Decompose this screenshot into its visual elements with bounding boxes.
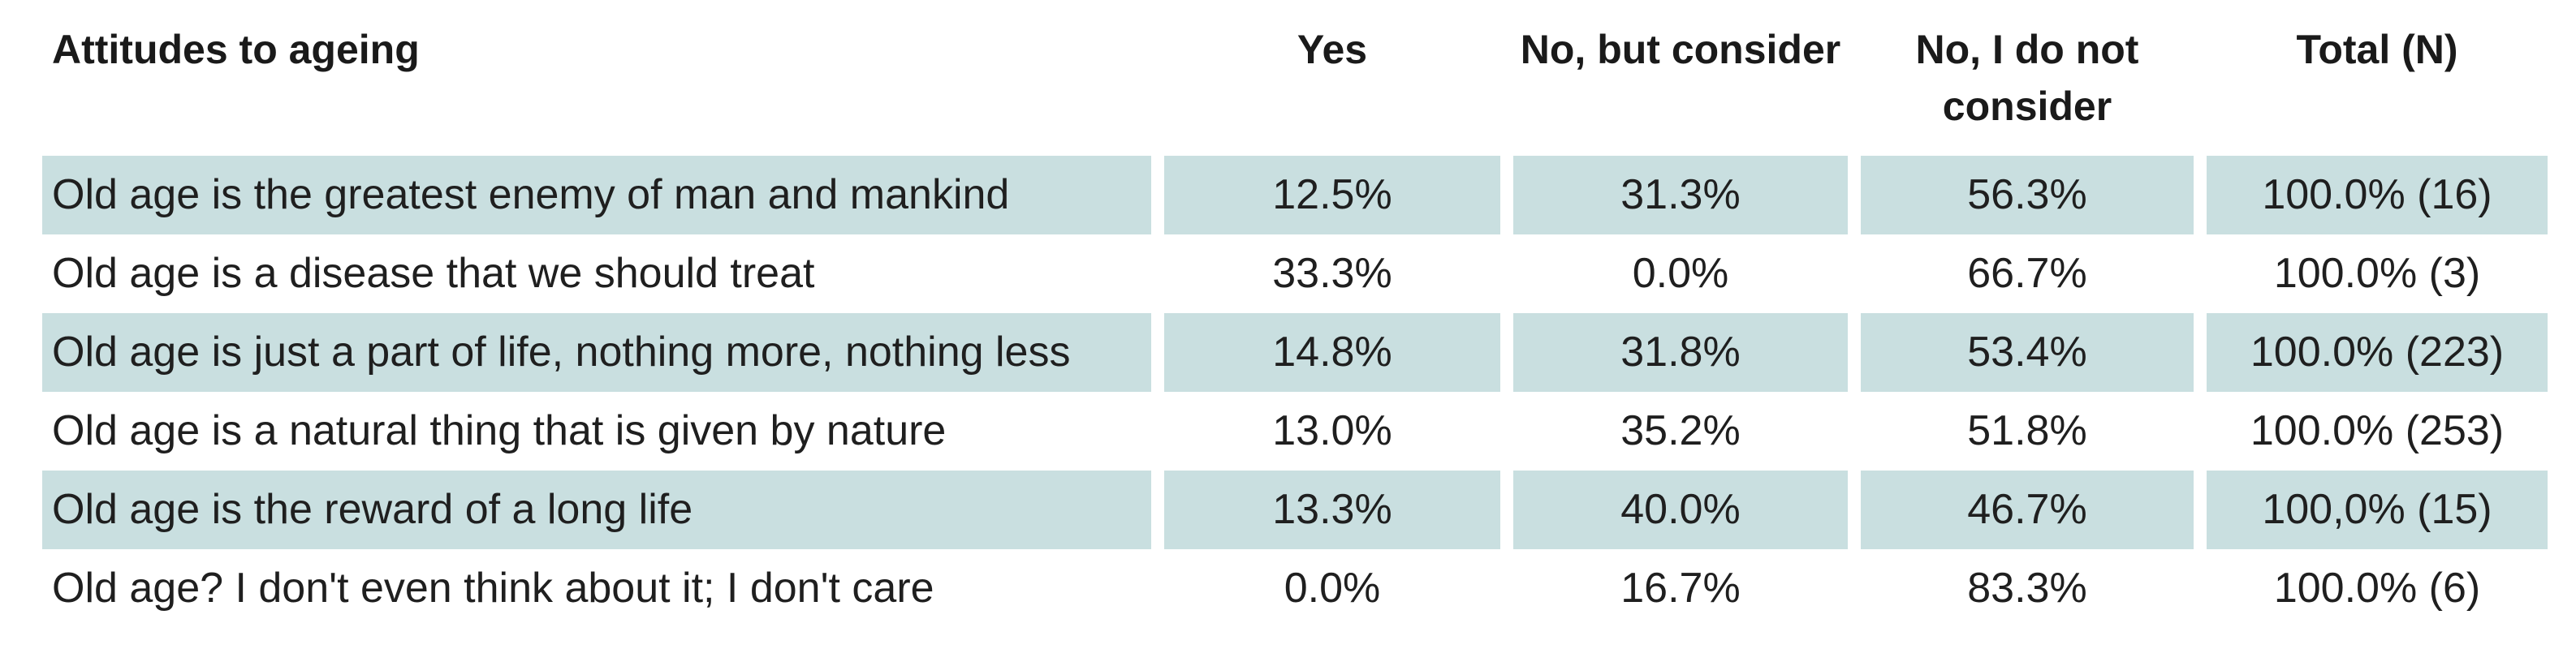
cell-no-not-consider: 66.7% [1967, 250, 2087, 298]
cell-no-not-consider: 56.3% [1861, 156, 2194, 234]
cell-no-but-consider: 31.8% [1513, 313, 1848, 392]
cell-yes: 13.0% [1272, 407, 1392, 455]
header-no-not-consider: No, I do not consider [1915, 27, 2139, 129]
cell-attitude: Old age is a natural thing that is given… [52, 407, 947, 455]
table-row: Old age is the greatest enemy of man and… [42, 156, 2549, 234]
table-header-row: Attitudes to ageing Yes No, but consider… [42, 21, 2549, 146]
cell-total: 100.0% (253) [2250, 407, 2505, 455]
table-row: Old age is a natural thing that is given… [42, 392, 2549, 471]
cell-yes: 12.5% [1164, 156, 1500, 234]
cell-attitude: Old age is the reward of a long life [42, 471, 1151, 549]
table-row: Old age is just a part of life, nothing … [42, 313, 2549, 392]
cell-no-not-consider: 46.7% [1861, 471, 2194, 549]
cell-attitude: Old age is just a part of life, nothing … [42, 313, 1151, 392]
cell-no-but-consider: 35.2% [1620, 407, 1741, 455]
cell-no-but-consider: 31.3% [1513, 156, 1848, 234]
cell-yes: 14.8% [1164, 313, 1500, 392]
cell-yes: 33.3% [1272, 250, 1392, 298]
cell-no-not-consider: 51.8% [1967, 407, 2087, 455]
cell-total: 100.0% (6) [2273, 565, 2481, 612]
cell-yes: 13.3% [1164, 471, 1500, 549]
cell-total: 100.0% (16) [2207, 156, 2548, 234]
table-row: Old age is the reward of a long life 13.… [42, 471, 2549, 549]
cell-no-but-consider: 16.7% [1620, 565, 1741, 612]
header-no-but-consider: No, but consider [1520, 27, 1841, 72]
attitudes-table: Attitudes to ageing Yes No, but consider… [42, 21, 2549, 628]
cell-attitude: Old age is a disease that we should trea… [52, 250, 815, 298]
header-total: Total (N) [2296, 27, 2458, 72]
cell-total: 100.0% (3) [2273, 250, 2481, 298]
cell-attitude: Old age is the greatest enemy of man and… [42, 156, 1151, 234]
cell-total: 100,0% (15) [2207, 471, 2548, 549]
cell-no-not-consider: 83.3% [1967, 565, 2087, 612]
header-attitude: Attitudes to ageing [52, 27, 420, 72]
cell-total: 100.0% (223) [2207, 313, 2548, 392]
cell-attitude: Old age? I don't even think about it; I … [52, 565, 934, 612]
cell-no-but-consider: 40.0% [1513, 471, 1848, 549]
table-row: Old age is a disease that we should trea… [42, 234, 2549, 313]
table-row: Old age? I don't even think about it; I … [42, 549, 2549, 628]
cell-no-not-consider: 53.4% [1861, 313, 2194, 392]
cell-yes: 0.0% [1284, 565, 1381, 612]
cell-no-but-consider: 0.0% [1632, 250, 1729, 298]
header-yes: Yes [1297, 27, 1368, 72]
